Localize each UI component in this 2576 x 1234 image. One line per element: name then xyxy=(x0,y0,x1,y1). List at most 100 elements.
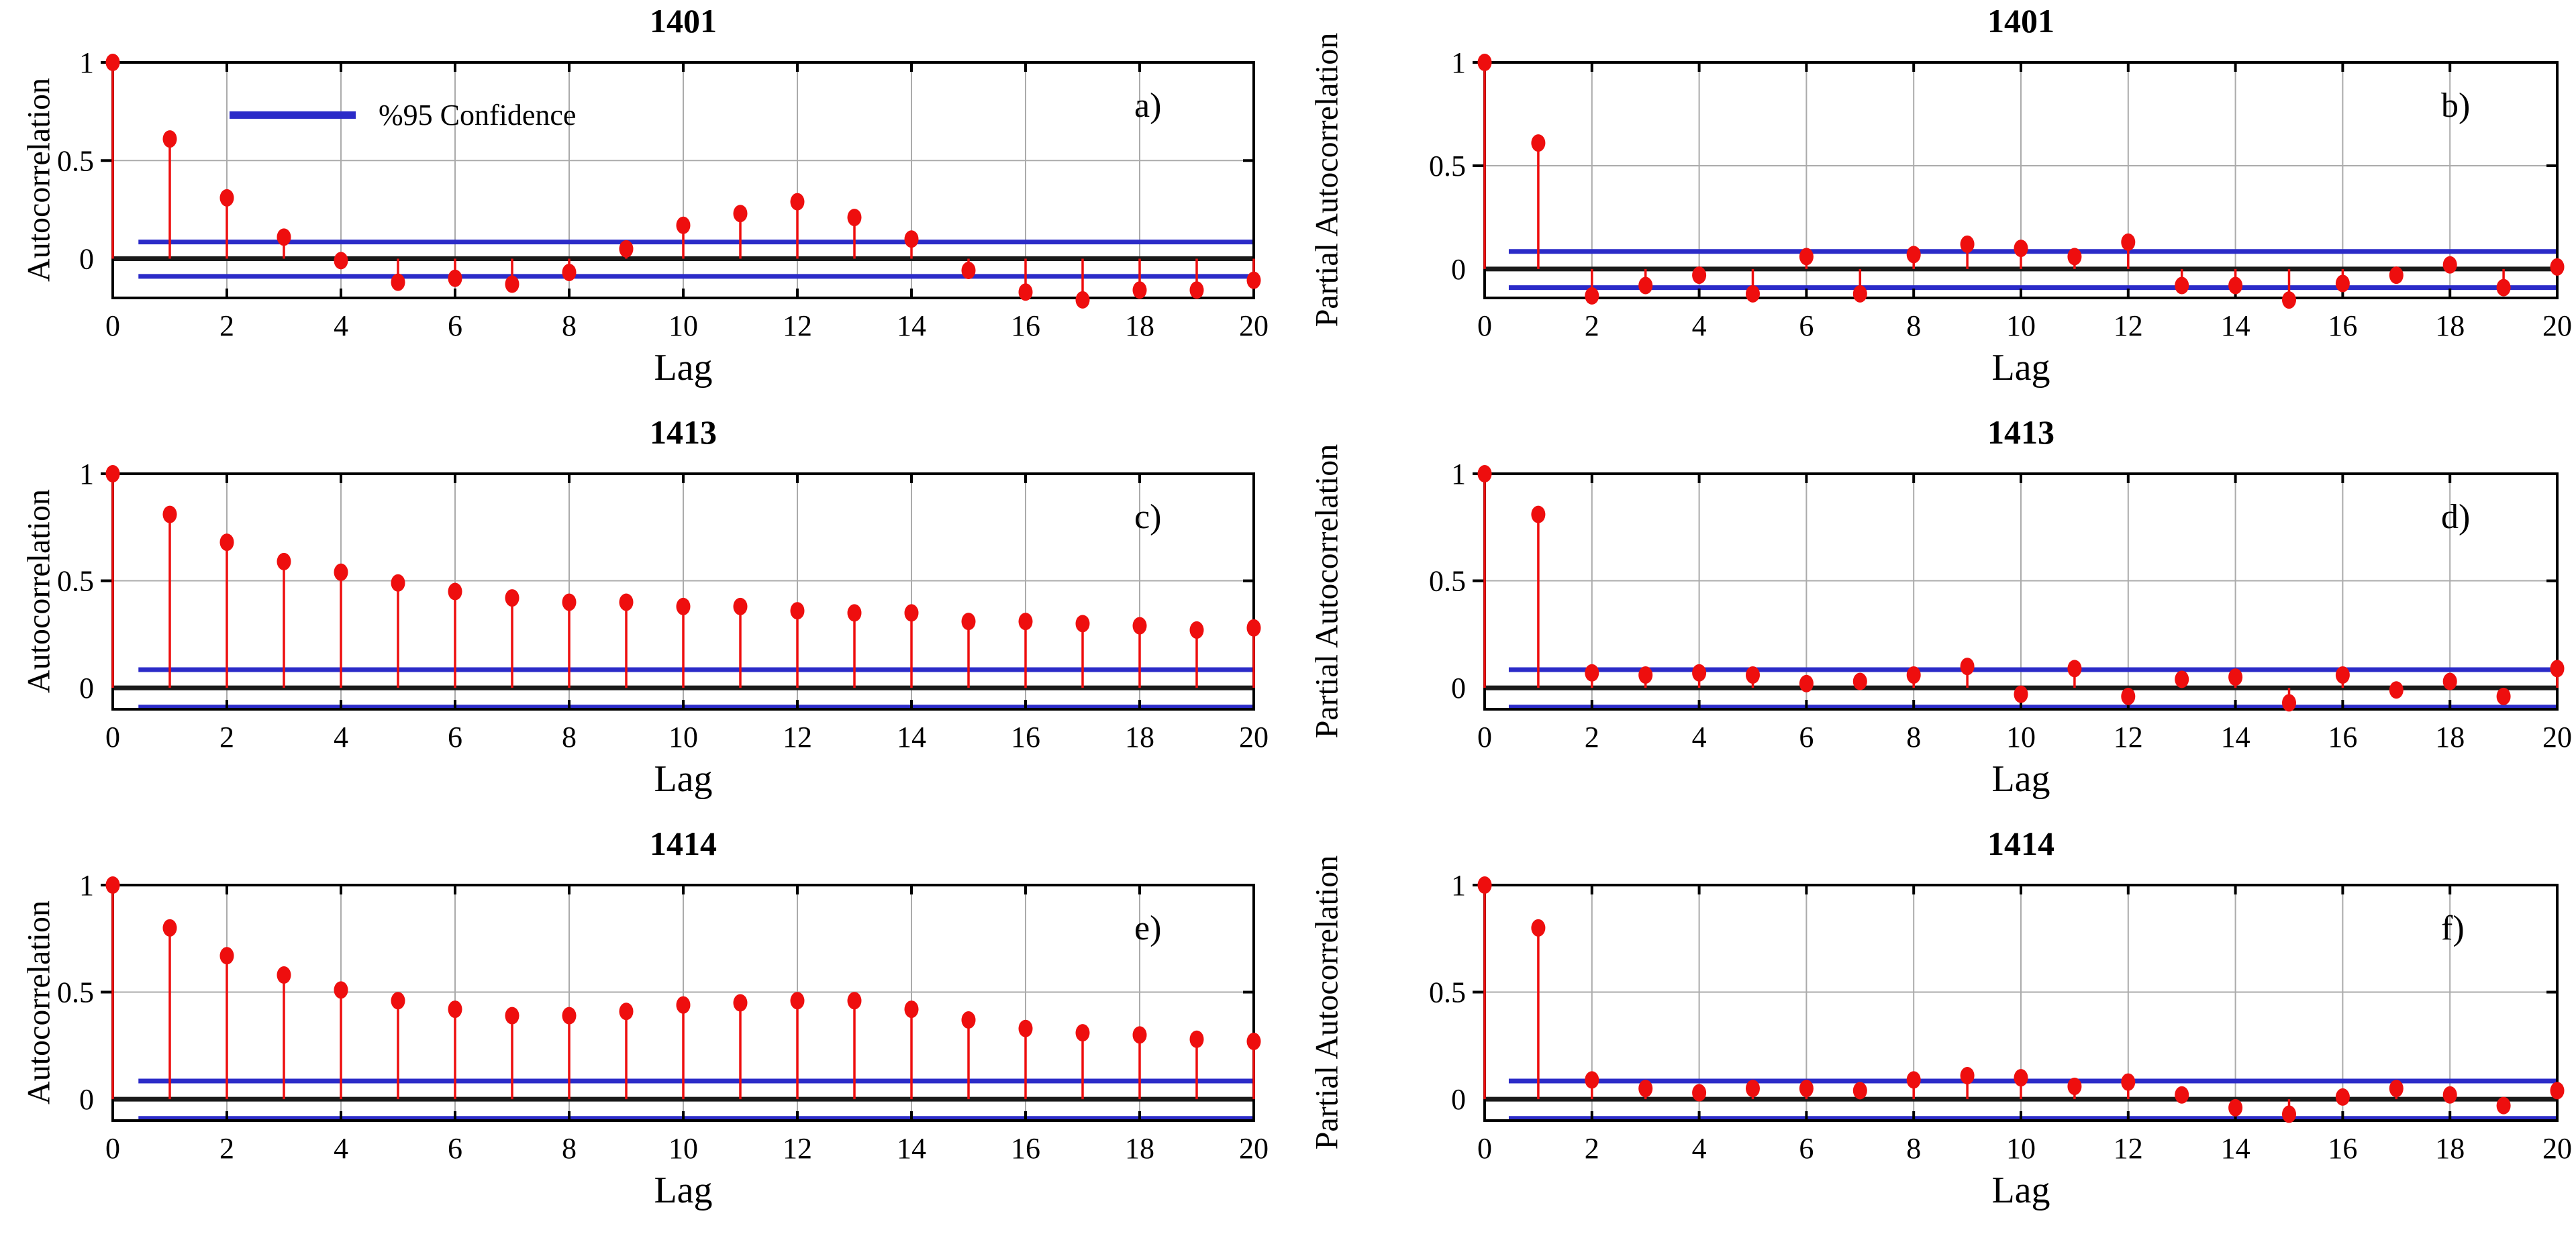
stem-plot-a: 0 2 4 6 8 10 12 14 16 18 20 1 0.5 0 xyxy=(57,46,1269,342)
x-tick-label: 8 xyxy=(1906,721,1921,754)
stem-marker xyxy=(391,992,405,1010)
y-axis-label: Autocorrelation xyxy=(21,489,57,693)
x-tick-label: 12 xyxy=(783,309,812,342)
stem-marker xyxy=(1018,613,1033,631)
panel-a-1401-acf: 0 2 4 6 8 10 12 14 16 18 20 1 0.5 0 1401 Autocorrelat… xyxy=(0,0,1288,411)
x-tick-label: 18 xyxy=(2435,309,2465,342)
stem-marker xyxy=(2335,666,2350,684)
x-tick-label: 16 xyxy=(1011,1132,1040,1165)
stem-marker xyxy=(219,947,234,965)
x-tick-label: 14 xyxy=(2221,309,2250,342)
panel-c-1413-acf: 0 2 4 6 8 10 12 14 16 18 20 1 0.5 0 1413 Autocorrelat… xyxy=(0,411,1288,823)
stem-marker xyxy=(619,240,634,258)
stem-marker xyxy=(1585,287,1599,305)
y-tick-label: 0.5 xyxy=(57,144,94,177)
y-axis-label: Autocorrelation xyxy=(21,901,57,1104)
stem-marker xyxy=(2121,233,2136,251)
panel-letter: d) xyxy=(2441,498,2471,536)
stem-marker xyxy=(1692,266,1707,285)
x-tick-label: 14 xyxy=(897,309,926,342)
stem-marker xyxy=(619,1002,634,1021)
stem-marker xyxy=(1852,672,1867,690)
stem-marker xyxy=(277,966,291,984)
stem-marker xyxy=(961,262,976,280)
stem-marker xyxy=(1906,1071,1921,1089)
x-tick-label: 4 xyxy=(1692,721,1707,754)
y-tick-label: 0.5 xyxy=(1429,150,1466,183)
stem-marker xyxy=(277,228,291,246)
stem-marker xyxy=(2550,258,2565,276)
x-tick-label: 12 xyxy=(2114,1132,2143,1165)
stem-marker xyxy=(2442,1086,2457,1104)
stem-marker xyxy=(2282,291,2296,309)
legend: %95 Confidence xyxy=(230,98,576,132)
x-tick-label: 14 xyxy=(897,721,926,754)
stem-marker xyxy=(1189,1030,1204,1048)
stem-marker xyxy=(2067,1077,2082,1095)
stem-marker xyxy=(2496,687,2511,705)
stem-marker xyxy=(334,981,348,999)
stem-marker xyxy=(2121,687,2136,705)
stem-marker xyxy=(448,269,462,287)
stem-marker xyxy=(1132,617,1147,635)
x-tick-label: 0 xyxy=(105,721,120,754)
y-tick-label: 0.5 xyxy=(1429,565,1466,598)
y-axis-label: Autocorrelation xyxy=(21,78,57,282)
x-tick-label: 0 xyxy=(1477,309,1492,342)
stem-marker xyxy=(2389,681,2404,699)
x-tick-label: 10 xyxy=(668,1132,698,1165)
stem-marker xyxy=(2496,1096,2511,1115)
x-tick-label: 10 xyxy=(2006,721,2036,754)
stem-marker xyxy=(1477,876,1492,894)
x-tick-label: 6 xyxy=(1799,309,1814,342)
stem-marker xyxy=(2014,1069,2028,1087)
stem-marker xyxy=(334,563,348,581)
stem-marker xyxy=(1132,1026,1147,1044)
stem-marker xyxy=(1189,281,1204,299)
stem-marker xyxy=(219,533,234,552)
stem-plot-d: 0 2 4 6 8 10 12 14 16 18 20 1 0.5 0 xyxy=(1429,458,2572,754)
x-tick-label: 0 xyxy=(1477,1132,1492,1165)
stem-marker xyxy=(1477,465,1492,482)
stem-marker xyxy=(2442,256,2457,274)
stem-marker xyxy=(334,252,348,270)
stem-marker xyxy=(162,130,177,148)
x-tick-label: 6 xyxy=(448,721,462,754)
stem-marker xyxy=(1246,1032,1261,1050)
x-tick-label: 6 xyxy=(448,1132,462,1165)
panel-title: 1401 xyxy=(650,2,717,40)
stem-marker xyxy=(2014,240,2028,258)
stem-marker xyxy=(505,1007,519,1025)
x-tick-label: 2 xyxy=(1585,1132,1599,1165)
x-tick-label: 10 xyxy=(668,721,698,754)
stem-marker xyxy=(1960,1066,1975,1084)
panel-d-1413-pacf: 0 2 4 6 8 10 12 14 16 18 20 1 0.5 0 1413 Partial Auto… xyxy=(1288,411,2576,823)
y-tick-label: 1 xyxy=(1451,869,1466,902)
stem-marker xyxy=(2228,276,2243,295)
x-tick-label: 4 xyxy=(1692,309,1707,342)
x-tick-label: 2 xyxy=(219,721,234,754)
stem-marker xyxy=(1075,291,1090,309)
x-tick-label: 0 xyxy=(1477,721,1492,754)
stem-marker xyxy=(505,275,519,293)
x-tick-label: 18 xyxy=(1125,309,1154,342)
stem-marker xyxy=(448,1000,462,1019)
stem-marker xyxy=(219,189,234,207)
stem-marker xyxy=(2067,248,2082,266)
stem-marker xyxy=(1132,281,1147,299)
x-tick-label: 8 xyxy=(562,1132,577,1165)
stem-marker xyxy=(1638,276,1653,295)
stem-marker xyxy=(961,1011,976,1029)
x-tick-label: 10 xyxy=(668,309,698,342)
stem-marker xyxy=(1692,664,1707,682)
panel-title: 1413 xyxy=(1987,413,2054,451)
stem-marker xyxy=(1799,248,1814,266)
stem-plot-c: 0 2 4 6 8 10 12 14 16 18 20 1 0.5 0 xyxy=(57,458,1269,754)
stem-marker xyxy=(847,604,862,622)
stem-marker xyxy=(562,263,577,281)
stem-marker xyxy=(1585,1071,1599,1089)
stem-marker xyxy=(790,193,805,211)
stem-marker xyxy=(1960,235,1975,253)
stem-marker xyxy=(1531,134,1546,152)
